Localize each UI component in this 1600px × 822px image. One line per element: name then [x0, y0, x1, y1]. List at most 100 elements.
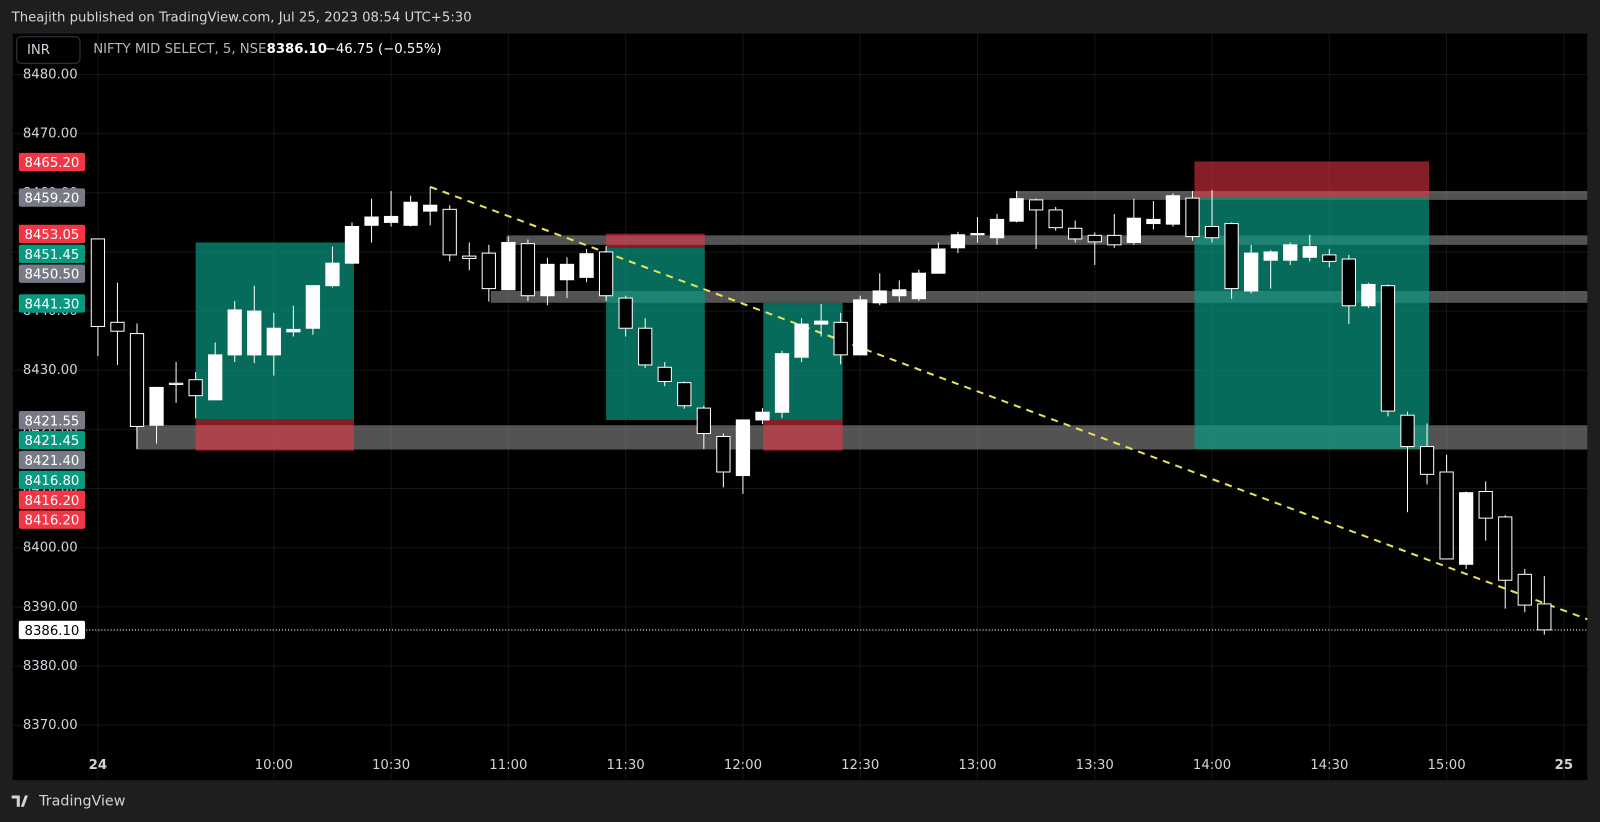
x-tick-label: 11:30	[607, 758, 645, 773]
candle-body	[383, 215, 399, 223]
candle-body	[1341, 258, 1356, 307]
candle-body	[872, 290, 887, 304]
last-price: 8386.10	[267, 42, 327, 57]
candle-body	[833, 321, 848, 356]
candle-body	[1087, 234, 1102, 243]
candle-body	[911, 272, 926, 300]
candle-body	[1419, 446, 1435, 475]
candle-body	[1517, 573, 1532, 606]
candle-body	[266, 327, 281, 356]
position-loss	[1194, 161, 1429, 197]
candle-body	[1400, 414, 1415, 448]
candles-layer	[90, 186, 1552, 635]
candle-body	[1263, 251, 1278, 261]
price-tag	[18, 430, 86, 450]
y-tick-label: 8430.00	[23, 363, 78, 378]
candle-body	[950, 234, 966, 249]
price-tag	[18, 244, 86, 263]
axis-layer: 8480.008470.008460.008450.008440.008430.…	[18, 67, 1573, 773]
candle-body	[970, 233, 985, 236]
candle-body	[559, 263, 575, 281]
price-tag-label: 8459.20	[25, 192, 80, 207]
x-tick-label: 15:00	[1427, 758, 1465, 773]
candle-body	[892, 289, 907, 297]
candle-body	[1009, 198, 1024, 222]
candle-body	[931, 248, 946, 274]
price-tag	[18, 490, 86, 509]
candle-body	[403, 201, 418, 226]
candle-body	[618, 297, 633, 329]
price-tag-label: 8441.30	[25, 297, 80, 312]
candle-body	[110, 321, 125, 332]
price-tag	[18, 470, 86, 490]
candle-body	[1537, 603, 1552, 631]
candle-body	[90, 238, 106, 327]
candle-body	[1439, 471, 1454, 560]
currency: INR	[27, 43, 50, 58]
trendline	[429, 185, 1588, 621]
candle-body	[520, 243, 536, 297]
price-tag	[18, 620, 86, 640]
candle-body	[1380, 285, 1396, 412]
price-tag-label: 8453.05	[25, 228, 80, 243]
candle-body	[1165, 195, 1181, 225]
x-tick-label: 10:00	[255, 758, 293, 773]
candle-body	[208, 354, 223, 401]
price-change: −46.75 (−0.55%)	[325, 42, 442, 57]
position-loss	[606, 233, 705, 248]
price-tag-label: 8450.50	[25, 268, 80, 283]
zone	[506, 235, 1588, 245]
y-tick-label: 8380.00	[23, 659, 78, 674]
publish-info: Theajith published on TradingView.com, J…	[11, 10, 472, 25]
candle-body	[1458, 492, 1474, 565]
candle-body	[1028, 199, 1044, 211]
y-tick-label: 8370.00	[23, 718, 78, 733]
candle-body	[696, 407, 711, 435]
candle-body	[149, 386, 164, 426]
price-tag	[18, 188, 86, 207]
candle-body	[168, 382, 184, 385]
candle-body	[481, 252, 496, 290]
candle-body	[1146, 218, 1161, 225]
candle-body	[774, 353, 790, 413]
candle-body	[735, 419, 751, 477]
x-tick-label: 11:00	[489, 758, 527, 773]
candle-body	[794, 323, 809, 358]
y-tick-label: 8480.00	[23, 67, 78, 82]
y-tick-label: 8390.00	[23, 600, 78, 615]
x-tick-label: 14:30	[1310, 758, 1348, 773]
price-tag	[18, 450, 86, 470]
x-tick-label: 13:00	[958, 758, 996, 773]
price-tag	[18, 224, 86, 244]
candle-body	[129, 333, 145, 427]
price-tag	[18, 264, 86, 283]
candle-body	[677, 382, 692, 407]
candle-body	[423, 204, 438, 212]
candle-body	[1107, 234, 1122, 246]
candle-body	[1498, 516, 1513, 581]
candle-body	[286, 328, 301, 333]
x-tick-label: 25	[1555, 758, 1573, 773]
currency-button[interactable]	[16, 36, 81, 64]
price-tag-label: 8421.45	[25, 434, 80, 449]
zone	[490, 290, 1588, 303]
y-tick-label: 8470.00	[23, 127, 78, 142]
candle-body	[1302, 246, 1317, 258]
candle-body	[1322, 254, 1337, 262]
price-tag-label: 8416.20	[25, 514, 80, 529]
price-tag	[18, 510, 86, 529]
x-tick-label: 14:00	[1193, 758, 1231, 773]
candle-body	[813, 320, 829, 325]
x-tick-label: 13:30	[1076, 758, 1114, 773]
candle-body	[638, 327, 653, 366]
candle-body	[325, 262, 340, 287]
price-tag-label: 8421.40	[25, 454, 80, 469]
price-tag-label: 8386.10	[25, 624, 80, 639]
candle-body	[247, 310, 262, 356]
price-tag-label: 8416.80	[25, 474, 80, 489]
x-tick-label: 10:30	[372, 758, 410, 773]
candle-body	[462, 255, 477, 259]
price-tag-label: 8451.45	[25, 248, 80, 263]
brand: TradingView	[38, 794, 126, 810]
